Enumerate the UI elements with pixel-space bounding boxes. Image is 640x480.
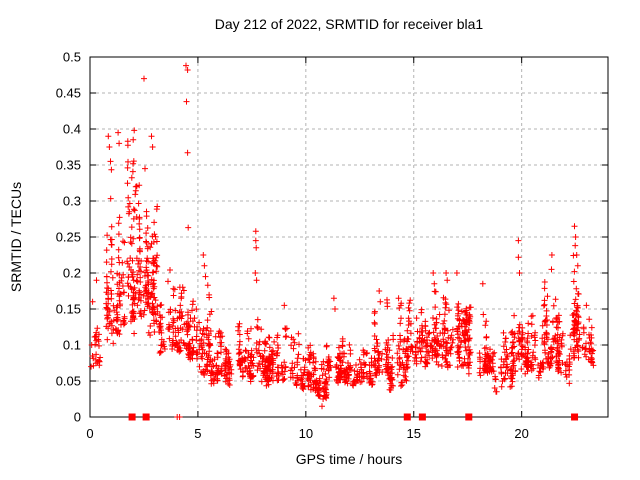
y-tick-label: 0.1 — [63, 338, 81, 353]
baseline-square-marker — [418, 413, 426, 421]
y-tick-label: 0.35 — [56, 158, 81, 173]
x-tick-label: 15 — [407, 426, 421, 441]
x-tick-label: 20 — [514, 426, 528, 441]
x-tick-label: 5 — [194, 426, 201, 441]
baseline-square-marker — [142, 413, 150, 421]
baseline-square-marker — [571, 413, 579, 421]
data-points — [88, 62, 597, 421]
x-tick-label: 0 — [86, 426, 93, 441]
y-tick-label: 0 — [74, 410, 81, 425]
tick-labels: 0 5 10 15 20 0 0.05 0.1 0.15 0.2 0.25 0.3 0.35 0.4 0.4… — [56, 50, 529, 442]
x-axis-label: GPS time / hours — [296, 451, 403, 467]
y-tick-label: 0.4 — [63, 122, 81, 137]
y-tick-label: 0.5 — [63, 50, 81, 65]
y-tick-label: 0.15 — [56, 302, 81, 317]
plus-markers — [88, 62, 597, 420]
baseline-square-marker — [465, 413, 473, 421]
y-tick-label: 0.2 — [63, 266, 81, 281]
y-tick-label: 0.25 — [56, 230, 81, 245]
y-axis-label: SRMTID / TECUs — [8, 182, 24, 292]
y-tick-label: 0.3 — [63, 194, 81, 209]
plot-border-and-ticks — [89, 56, 609, 418]
baseline-square-marker — [403, 413, 411, 421]
chart-title: Day 212 of 2022, SRMTID for receiver bla… — [215, 16, 484, 32]
y-tick-label: 0.05 — [56, 374, 81, 389]
x-tick-label: 10 — [299, 426, 313, 441]
baseline-square-marker — [128, 413, 136, 421]
y-tick-label: 0.45 — [56, 86, 81, 101]
